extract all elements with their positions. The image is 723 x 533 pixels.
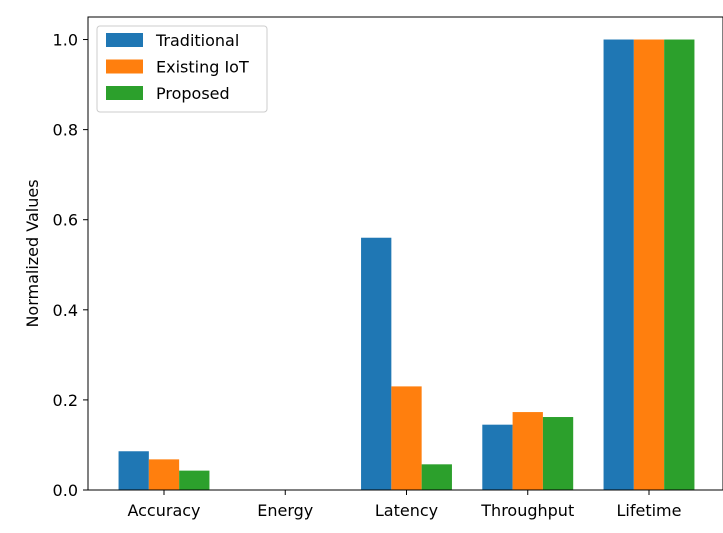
bar-traditional-latency [361,237,392,490]
x-tick-label-accuracy: Accuracy [127,501,200,520]
y-tick-label: 0.4 [53,301,78,320]
y-tick-label: 0.0 [53,481,78,500]
bar-proposed-lifetime [664,39,695,491]
legend-swatch-proposed [106,86,143,100]
bar-proposed-latency [421,464,452,490]
y-tick-label: 0.2 [53,391,78,410]
bar-traditional-accuracy [118,451,149,490]
legend-label-traditional: Traditional [155,31,239,50]
legend-swatch-traditional [106,33,143,47]
x-tick-label-lifetime: Lifetime [617,501,682,520]
x-tick-label-latency: Latency [375,501,438,520]
x-tick-label-energy: Energy [257,501,313,520]
y-axis-label: Normalized Values [23,179,42,327]
legend-label-proposed: Proposed [156,84,230,103]
x-axis-ticks: Accuracy Energy Latency Throughput Lifetime [127,490,681,520]
legend-swatch-existing-iot [106,59,143,74]
legend: Traditional Existing IoT Proposed [96,25,268,113]
axes-frame [87,16,723,491]
y-tick-label: 0.6 [53,211,78,230]
bar-existing-iot-latency [391,386,422,490]
bar-existing-iot-lifetime [633,39,665,491]
x-tick-label-throughput: Throughput [480,501,574,520]
bar-traditional-lifetime [603,39,634,491]
y-tick-label: 1.0 [53,31,78,50]
bars-group [118,39,695,491]
y-tick-label: 0.8 [53,121,78,140]
bar-existing-iot-accuracy [148,459,180,490]
legend-label-existing-iot: Existing IoT [156,58,249,77]
bar-traditional-throughput [482,424,513,490]
bar-proposed-accuracy [179,470,210,490]
bar-proposed-throughput [542,417,574,490]
bar-existing-iot-throughput [512,412,543,490]
y-axis-ticks: 0.0 0.2 0.4 0.6 0.8 1.0 [53,31,88,500]
